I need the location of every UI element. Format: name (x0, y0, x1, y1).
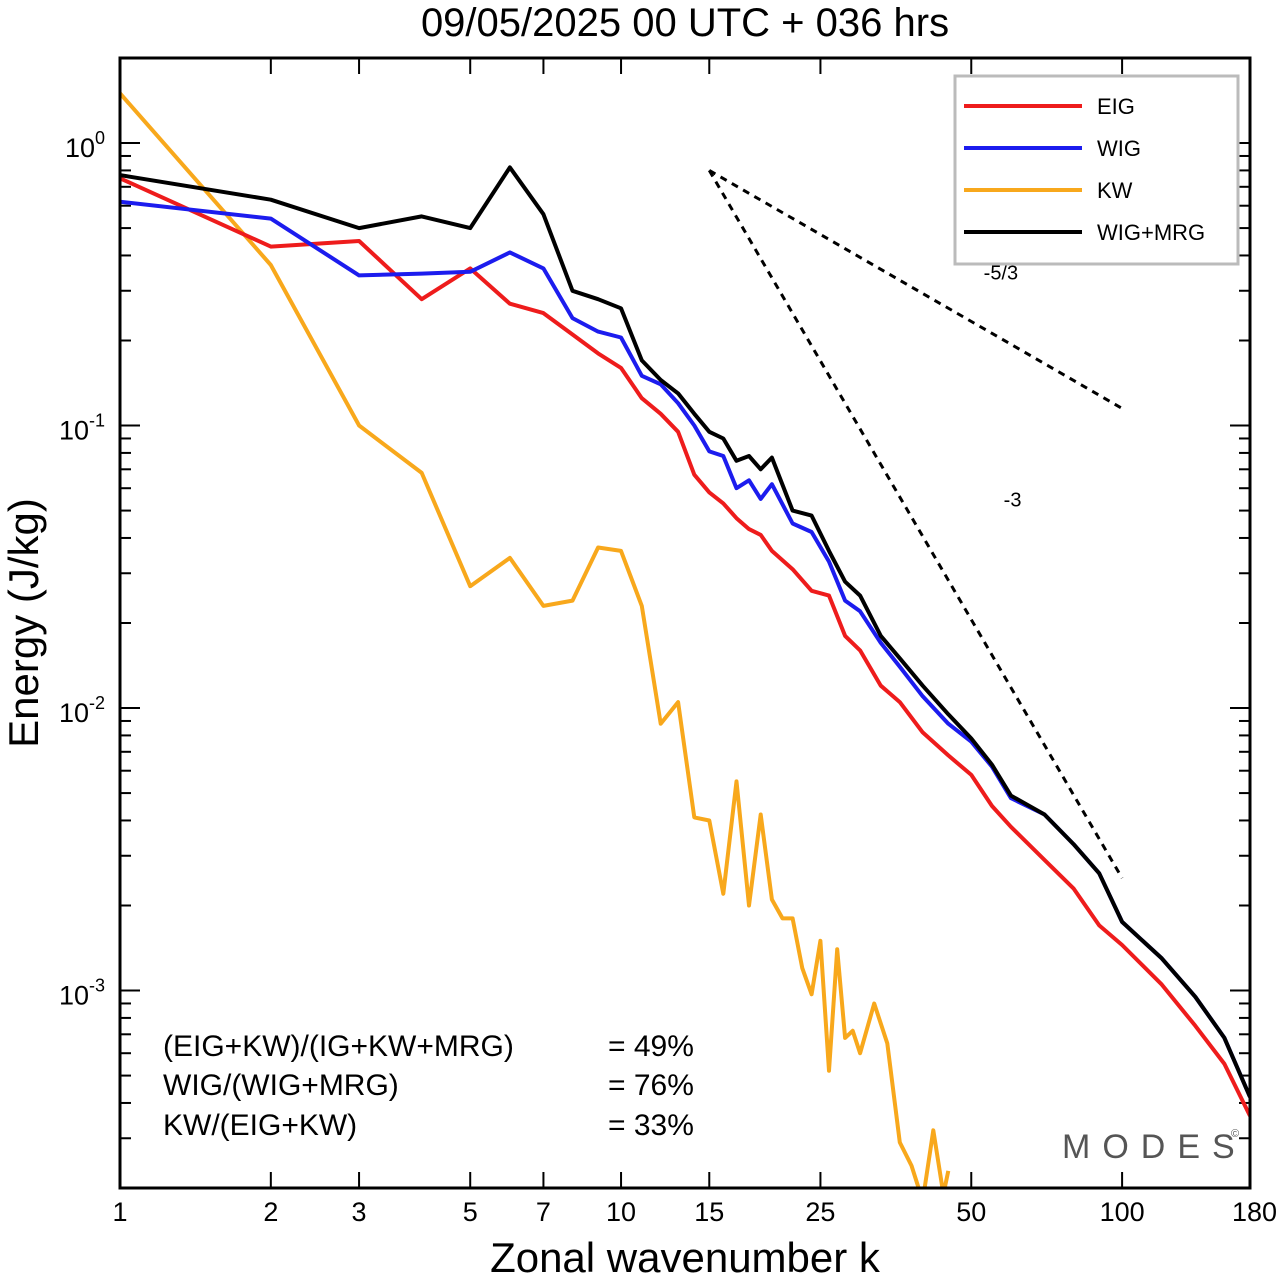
series-lines (120, 91, 1250, 1188)
x-tick-label: 50 (956, 1197, 986, 1227)
x-axis-label: Zonal wavenumber k (490, 1234, 881, 1281)
legend-label: WIG+MRG (1097, 220, 1205, 245)
x-tick-label: 5 (463, 1197, 478, 1227)
y-tick-label: 10-1 (59, 411, 105, 446)
x-tick-labels: 1 2 3 5 7 10 15 25 50 100 180 (112, 1197, 1277, 1227)
series-line-wig (120, 199, 1250, 1098)
reference-line-label: -3 (1004, 489, 1022, 511)
y-tick-label: 10-2 (59, 693, 105, 728)
x-tick-label: 7 (536, 1197, 551, 1227)
legend-label: WIG (1097, 136, 1141, 161)
x-tick-label: 180 (1232, 1197, 1277, 1227)
ratio-annotations: (EIG+KW)/(IG+KW+MRG) = 49% WIG/(WIG+MRG)… (163, 1030, 694, 1142)
ratio-value: = 49% (608, 1030, 694, 1063)
y-tick-labels: 100 10-1 10-2 10-3 (59, 128, 105, 1011)
series-line-eig (120, 176, 1250, 1117)
reference-line-minus-five-thirds (708, 169, 1123, 410)
y-tick-label: 100 (65, 128, 105, 163)
ratio-value: = 76% (608, 1069, 694, 1102)
x-tick-label: 15 (694, 1197, 724, 1227)
ratio-label: WIG/(WIG+MRG) (163, 1069, 399, 1102)
x-tick-label: 1 (112, 1197, 127, 1227)
reference-slope-lines: -5/3 -3 (707, 169, 1124, 879)
series-line-wig-mrg (120, 165, 1250, 1098)
y-axis-label: Energy (J/kg) (0, 498, 47, 748)
ratio-label: KW/(EIG+KW) (163, 1109, 357, 1142)
x-tick-label: 25 (805, 1197, 835, 1227)
reference-line-minus-three (707, 169, 1124, 879)
modes-logo-mark: © (1231, 1128, 1239, 1140)
x-tick-label: 2 (263, 1197, 278, 1227)
modes-logo: MODES (1062, 1128, 1247, 1166)
chart-title: 09/05/2025 00 UTC + 036 hrs (421, 1, 949, 45)
series-line-kw (120, 91, 951, 1188)
reference-line-label: -5/3 (984, 262, 1018, 284)
legend-label: KW (1097, 178, 1133, 203)
plot-frame (118, 56, 1252, 1190)
x-tick-label: 10 (606, 1197, 636, 1227)
ratio-value: = 33% (608, 1109, 694, 1142)
legend-label: EIG (1097, 94, 1135, 119)
y-tick-label: 10-3 (59, 976, 105, 1011)
x-tick-label: 3 (352, 1197, 367, 1227)
x-tick-label: 100 (1100, 1197, 1145, 1227)
ratio-label: (EIG+KW)/(IG+KW+MRG) (163, 1030, 514, 1063)
legend: EIG WIG KW WIG+MRG (953, 74, 1240, 266)
